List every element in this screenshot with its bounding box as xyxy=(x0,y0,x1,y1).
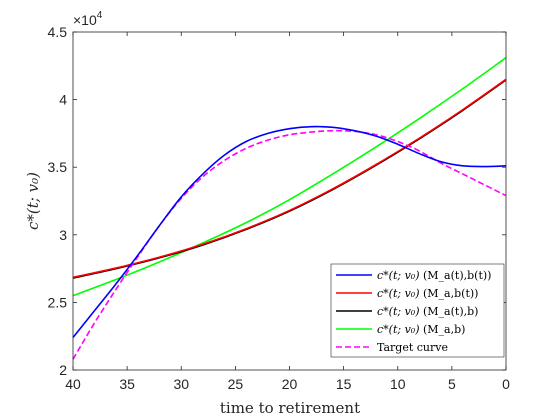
series-line-1 xyxy=(72,78,507,279)
legend-label-prefix: c*(t; v₀) xyxy=(377,305,423,318)
y-tick-label: 3.5 xyxy=(48,159,68,175)
legend: c*(t; v₀) (M_a(t),b(t))c*(t; v₀) (M_a,b(… xyxy=(330,263,505,358)
legend-label-prefix: c*(t; v₀) xyxy=(377,287,423,300)
legend-label: c*(t; v₀) (M_a(t),b(t)) xyxy=(377,269,491,282)
y-multiplier-exp: 4 xyxy=(97,10,103,21)
series-line-3 xyxy=(72,57,507,297)
series-layer xyxy=(72,57,507,360)
tick-layer: 40 35 30 25 20 15 10 5 0 2 2.5 3 3.5 4 4.5 xyxy=(48,24,511,392)
x-tick-label: 25 xyxy=(228,376,244,392)
legend-label: c*(t; v₀) (M_a,b(t)) xyxy=(377,287,478,300)
x-tick-label: 5 xyxy=(448,376,456,392)
x-tick-label: 40 xyxy=(65,376,81,392)
x-tick-label: 30 xyxy=(173,376,189,392)
legend-label-suffix: Target curve xyxy=(377,341,448,354)
y-tick-label: 3 xyxy=(59,227,67,243)
y-axis-label: c*(t; v₀) xyxy=(24,172,42,230)
x-tick-label: 15 xyxy=(336,376,352,392)
y-tick-label: 4.5 xyxy=(48,24,68,40)
legend-label: c*(t; v₀) (M_a,b) xyxy=(377,323,465,336)
x-tick-label: 35 xyxy=(119,376,135,392)
x-tick-label: 0 xyxy=(502,376,510,392)
legend-label-prefix: c*(t; v₀) xyxy=(377,269,423,282)
y-multiplier-base: ×10 xyxy=(73,12,97,28)
legend-label-prefix: c*(t; v₀) xyxy=(377,323,423,336)
x-axis-label: time to retirement xyxy=(220,399,360,417)
y-tick-label: 4 xyxy=(59,92,67,108)
legend-label-suffix: (M_a(t),b) xyxy=(423,305,478,318)
series-line-0 xyxy=(72,125,507,339)
legend-label-suffix: (M_a,b) xyxy=(423,323,465,336)
legend-label-suffix: (M_a,b(t)) xyxy=(423,287,478,300)
legend-label: Target curve xyxy=(377,341,448,354)
legend-label-suffix: (M_a(t),b(t)) xyxy=(423,269,491,282)
legend-label: c*(t; v₀) (M_a(t),b) xyxy=(377,305,478,318)
y-tick-label: 2 xyxy=(59,362,67,378)
x-tick-label: 10 xyxy=(390,376,406,392)
y-tick-label: 2.5 xyxy=(48,294,68,310)
y-multiplier: ×104 xyxy=(73,10,103,28)
x-tick-label: 20 xyxy=(282,376,298,392)
